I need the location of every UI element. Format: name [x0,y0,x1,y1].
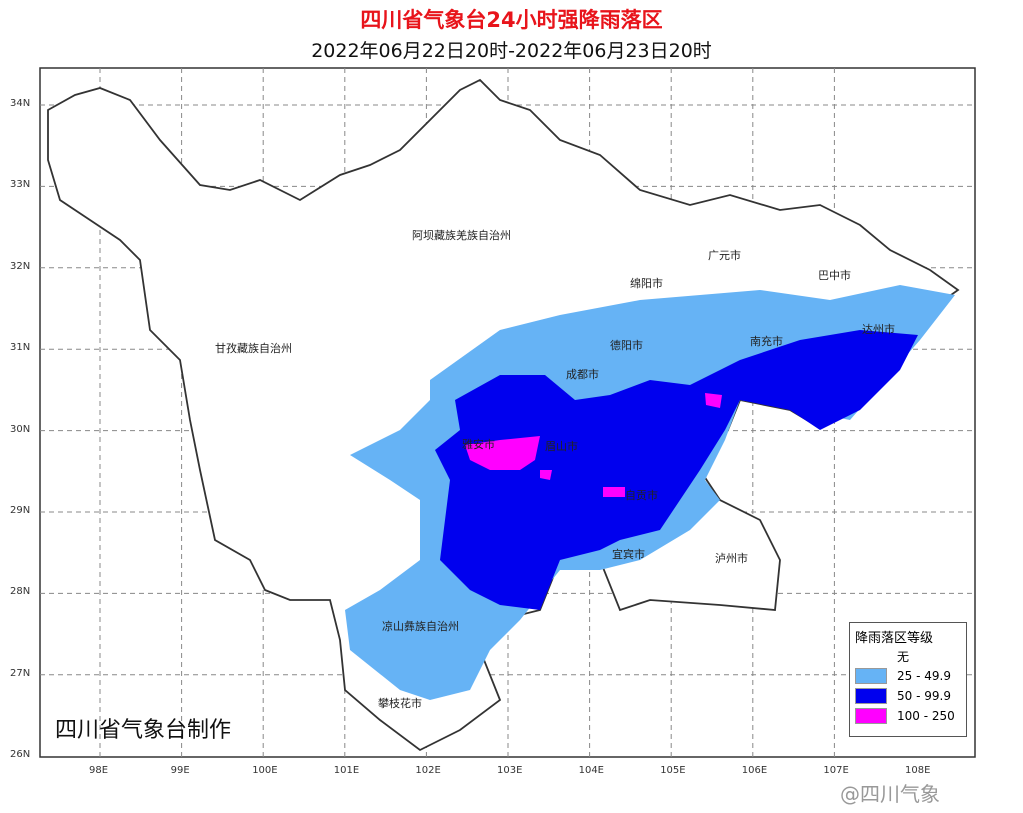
legend-swatch [855,688,887,704]
lon-tick-label: 107E [823,765,849,776]
rain-100-250 [603,487,625,497]
watermark: @四川气象 [840,782,940,806]
lat-tick-label: 30N [10,423,31,435]
lat-tick-label: 28N [10,586,31,598]
place-label: 成都市 [566,368,599,381]
map-title: 四川省气象台24小时强降雨落区 [360,8,663,32]
lon-tick-label: 105E [660,765,686,776]
place-label: 自贡市 [625,489,658,502]
lon-tick-label: 104E [578,765,604,776]
legend-item: 25 - 49.9 [855,666,966,686]
place-label: 广元市 [708,249,741,262]
lon-tick-label: 103E [497,765,523,776]
place-label: 泸州市 [715,552,748,565]
legend-swatch [855,668,887,684]
place-label: 南充市 [750,335,783,348]
legend-item: 50 - 99.9 [855,686,966,706]
rain-100-250 [540,470,552,480]
lon-tick-label: 108E [905,765,931,776]
lon-tick-label: 102E [415,765,441,776]
lon-tick-label: 101E [333,765,360,776]
lon-tick-label: 106E [741,765,768,776]
place-label: 甘孜藏族自治州 [215,342,292,355]
map-subtitle: 2022年06月22日20时-2022年06月23日20时 [311,40,712,62]
lat-tick-label: 32N [10,260,31,272]
lon-tick-label: 100E [252,765,278,776]
place-label: 凉山彝族自治州 [382,620,459,633]
place-label: 宜宾市 [612,548,645,561]
place-label: 雅安市 [462,438,495,451]
rain-100-250 [465,436,540,470]
place-label: 达州市 [862,323,895,336]
lat-tick-label: 31N [10,342,31,354]
legend-item: 100 - 250 [855,706,966,726]
legend-swatch [855,648,887,664]
legend: 降雨落区等级 无 25 - 49.9 50 - 99.9 100 - 250 [849,622,967,737]
lon-tick-label: 98E [89,765,109,776]
lat-tick-label: 34N [10,98,31,109]
legend-item: 无 [855,646,966,666]
legend-title: 降雨落区等级 [855,631,934,646]
place-label: 绵阳市 [630,277,663,290]
place-label: 眉山市 [545,440,578,453]
place-label: 巴中市 [818,269,851,282]
lon-tick-label: 99E [170,765,190,776]
lat-tick-label: 33N [10,179,31,191]
rain-100-250 [705,393,722,408]
place-label: 攀枝花市 [378,697,422,710]
legend-swatch [855,708,887,724]
place-label: 德阳市 [610,339,643,352]
lat-tick-label: 26N [10,749,31,761]
rain-50-99 [435,330,918,610]
lat-tick-label: 27N [10,667,31,679]
credit-text: 四川省气象台制作 [55,718,232,743]
lat-tick-label: 29N [10,505,31,516]
place-label: 阿坝藏族羌族自治州 [412,229,511,242]
